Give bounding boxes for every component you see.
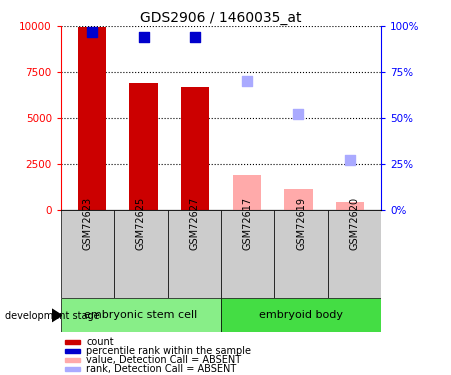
Point xyxy=(192,34,199,40)
Text: value, Detection Call = ABSENT: value, Detection Call = ABSENT xyxy=(86,355,241,364)
Point xyxy=(88,29,96,35)
Bar xyxy=(65,367,79,371)
Point xyxy=(346,158,354,164)
Text: embryonic stem cell: embryonic stem cell xyxy=(84,310,198,320)
Text: GSM72625: GSM72625 xyxy=(136,196,146,250)
Bar xyxy=(233,175,261,210)
Bar xyxy=(181,87,209,210)
Bar xyxy=(221,298,381,332)
Text: GSM72620: GSM72620 xyxy=(350,196,359,250)
Title: GDS2906 / 1460035_at: GDS2906 / 1460035_at xyxy=(140,11,302,25)
Bar xyxy=(328,210,381,298)
Text: rank, Detection Call = ABSENT: rank, Detection Call = ABSENT xyxy=(86,364,236,374)
Text: embryoid body: embryoid body xyxy=(259,310,343,320)
Text: GSM72619: GSM72619 xyxy=(296,196,306,250)
Point xyxy=(140,34,147,40)
Polygon shape xyxy=(52,309,62,322)
Bar xyxy=(61,298,221,332)
Bar xyxy=(221,210,274,298)
Bar xyxy=(168,210,221,298)
Bar xyxy=(284,189,313,210)
Bar xyxy=(65,340,79,344)
Text: GSM72623: GSM72623 xyxy=(83,196,92,250)
Text: GSM72617: GSM72617 xyxy=(243,196,253,250)
Bar xyxy=(274,210,328,298)
Text: count: count xyxy=(86,336,114,346)
Bar xyxy=(114,210,168,298)
Bar xyxy=(336,202,364,210)
Bar xyxy=(129,83,158,210)
Bar xyxy=(78,27,106,210)
Bar xyxy=(65,349,79,352)
Bar xyxy=(61,210,114,298)
Text: percentile rank within the sample: percentile rank within the sample xyxy=(86,346,251,355)
Point xyxy=(243,78,250,84)
Bar xyxy=(65,358,79,362)
Text: development stage: development stage xyxy=(5,311,99,321)
Point xyxy=(295,111,302,117)
Text: GSM72627: GSM72627 xyxy=(189,196,199,250)
